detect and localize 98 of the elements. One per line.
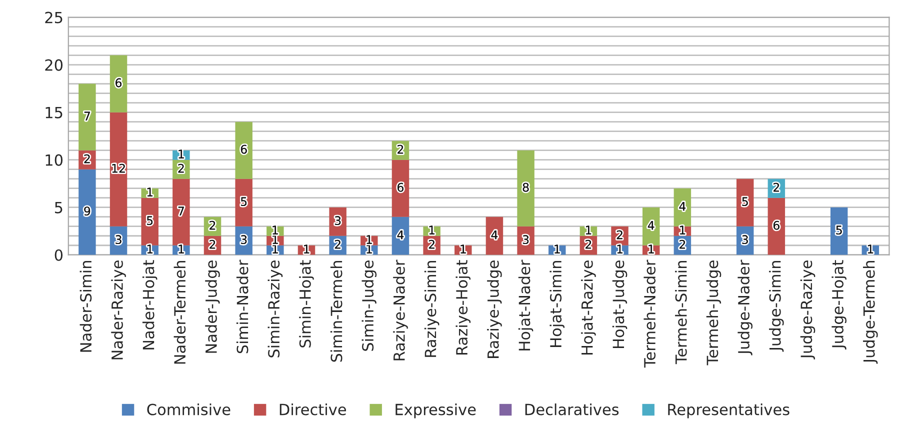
y-tick-label: 15	[46, 106, 62, 118]
data-label: 1	[147, 244, 153, 254]
legend-label: Declaratives	[525, 403, 619, 416]
y-tick-label: 25	[45, 12, 62, 24]
y-tick-label: 5	[55, 202, 62, 214]
x-tick-label: Termeh-Nader	[644, 260, 656, 368]
x-tick-label: Nader-Raziye	[111, 260, 126, 360]
x-tick-label: Nader-Simin	[80, 261, 92, 352]
x-tick-label: Nader-Hojat	[142, 260, 158, 350]
data-label: 1	[304, 244, 310, 254]
data-label: 4	[491, 230, 498, 240]
data-label: 6	[116, 78, 122, 88]
data-label: 1	[366, 244, 372, 254]
data-label: 3	[334, 216, 341, 226]
x-tick-label: Simin-Hojat	[299, 260, 314, 348]
bar	[172, 178, 190, 246]
data-label: 1	[648, 244, 654, 254]
data-label: 6	[240, 144, 247, 154]
bar	[110, 55, 128, 112]
data-label: 5	[240, 197, 247, 206]
data-label: 1	[272, 226, 278, 234]
x-tick-label: Termeh-Simin	[675, 261, 687, 364]
data-label: 1	[366, 235, 372, 244]
data-label: 7	[84, 112, 90, 120]
data-label: 4	[679, 202, 686, 211]
data-label: 2	[210, 220, 216, 230]
x-tick-label: Simin-Nader	[236, 260, 248, 354]
y-tick-label: 0	[54, 249, 63, 261]
legend-label: Commisive	[147, 403, 230, 416]
x-tick-label: Simin-Termeh	[330, 261, 342, 362]
x-tick-label: Hojat-Nader	[518, 260, 534, 350]
y-tick-label: 10	[46, 154, 63, 166]
x-tick-label: Termeh-Judge	[706, 260, 722, 366]
bar	[517, 150, 534, 226]
data-label: 1	[680, 226, 686, 234]
data-label: 2	[178, 164, 184, 173]
bar	[78, 169, 96, 255]
x-tick-label: Simin-Judge	[362, 260, 377, 351]
x-tick-label: Nader-Termeh	[174, 261, 186, 364]
data-label: 1	[460, 244, 466, 254]
y-tick-label: 20	[45, 59, 63, 71]
x-tick-label: Judge-Hojat	[832, 260, 846, 350]
legend-label: Expressive	[396, 403, 476, 418]
data-label: 5	[147, 216, 153, 226]
x-tick-label: Hojat-Judge	[612, 260, 628, 348]
data-label: 9	[84, 206, 90, 216]
data-label: 3	[116, 235, 122, 244]
data-label: 1	[554, 244, 560, 254]
bar	[235, 122, 252, 179]
data-label: 1	[178, 244, 184, 254]
data-label: 1	[178, 150, 184, 158]
data-label: 6	[398, 182, 404, 192]
data-label: 1	[147, 188, 153, 196]
data-label: 2	[616, 230, 622, 240]
data-label: 1	[868, 244, 874, 254]
data-label: 3	[240, 235, 247, 244]
data-label: 5	[742, 197, 748, 206]
data-label: 2	[334, 240, 340, 249]
data-label: 5	[836, 226, 842, 235]
data-label: 8	[522, 182, 529, 192]
data-label: 2	[680, 240, 686, 249]
data-label: 12	[112, 164, 125, 173]
x-tick-label: Raziye-Simin	[424, 261, 440, 357]
data-label: 1	[272, 235, 278, 244]
data-label: 1	[429, 226, 434, 234]
bar	[392, 160, 410, 217]
x-tick-label: Raziye-Nader	[393, 260, 408, 360]
legend-label: Directive	[280, 403, 346, 416]
x-tick-label: Raziye-Hojat	[456, 260, 471, 355]
data-label: 1	[617, 244, 622, 254]
x-tick-label: Hojat-Simin	[550, 261, 565, 347]
x-tick-label: Judge-Simin	[769, 261, 784, 352]
bar	[235, 178, 252, 226]
x-tick-label: Nader-Judge	[205, 260, 220, 353]
data-label: 2	[774, 182, 779, 192]
data-label: 2	[428, 240, 434, 249]
data-label: 7	[178, 206, 184, 216]
data-label: 2	[586, 240, 592, 249]
data-label: 2	[84, 154, 90, 164]
data-label: 4	[397, 230, 404, 240]
x-tick-label: Raziye-Judge	[487, 260, 502, 358]
bar	[110, 112, 128, 226]
bar	[141, 198, 158, 246]
x-tick-label: Judge-Termeh	[863, 261, 878, 364]
legend-label: Representatives	[668, 403, 790, 418]
x-tick-label: Simin-Raziye	[268, 260, 283, 358]
data-label: 3	[742, 235, 748, 244]
data-label: 1	[272, 244, 278, 254]
x-tick-label: Judge-Nader	[738, 260, 752, 356]
data-label: 3	[522, 235, 529, 244]
bar	[78, 84, 96, 150]
x-tick-label: Hojat-Raziye	[581, 260, 596, 355]
data-label: 1	[586, 226, 592, 234]
data-label: 6	[773, 220, 780, 230]
x-tick-label: Judge-Raziye	[800, 260, 816, 360]
data-label: 4	[648, 221, 654, 230]
data-label: 2	[398, 144, 404, 154]
data-label: 2	[210, 240, 216, 249]
